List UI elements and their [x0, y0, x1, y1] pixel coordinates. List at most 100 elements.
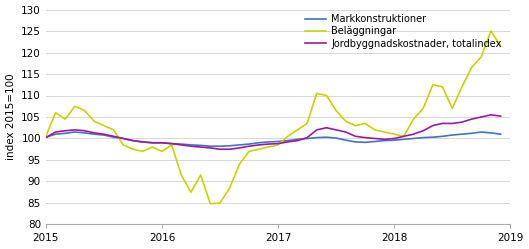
- Markkonstruktioner: [430, 136, 436, 139]
- Markkonstruktioner: [420, 136, 426, 139]
- Beläggningar: [362, 122, 368, 125]
- Beläggningar: [478, 55, 485, 58]
- Jordbyggnadskostnader, totalindex: [430, 124, 436, 127]
- Jordbyggnadskostnader, totalindex: [256, 143, 262, 146]
- Beläggningar: [440, 85, 446, 88]
- Beläggningar: [265, 146, 271, 149]
- Markkonstruktioner: [459, 133, 465, 136]
- Beläggningar: [420, 107, 426, 110]
- Jordbyggnadskostnader, totalindex: [140, 140, 146, 143]
- Jordbyggnadskostnader, totalindex: [275, 142, 281, 145]
- Beläggningar: [372, 128, 378, 131]
- Markkonstruktioner: [159, 141, 165, 144]
- Markkonstruktioner: [101, 133, 107, 136]
- Jordbyggnadskostnader, totalindex: [91, 131, 97, 134]
- Jordbyggnadskostnader, totalindex: [294, 139, 300, 142]
- Jordbyggnadskostnader, totalindex: [226, 148, 233, 151]
- Jordbyggnadskostnader, totalindex: [323, 126, 330, 129]
- Jordbyggnadskostnader, totalindex: [468, 118, 475, 121]
- Markkonstruktioner: [207, 145, 214, 148]
- Beläggningar: [411, 118, 417, 121]
- Jordbyggnadskostnader, totalindex: [197, 146, 204, 149]
- Jordbyggnadskostnader, totalindex: [130, 139, 136, 142]
- Beläggningar: [449, 107, 455, 110]
- Beläggningar: [314, 92, 320, 95]
- Jordbyggnadskostnader, totalindex: [265, 143, 271, 146]
- Beläggningar: [468, 66, 475, 69]
- Jordbyggnadskostnader, totalindex: [207, 146, 214, 149]
- Jordbyggnadskostnader, totalindex: [449, 122, 455, 125]
- Jordbyggnadskostnader, totalindex: [411, 133, 417, 136]
- Markkonstruktioner: [140, 140, 146, 143]
- Markkonstruktioner: [478, 130, 485, 133]
- Markkonstruktioner: [91, 133, 97, 136]
- Markkonstruktioner: [468, 132, 475, 135]
- Beläggningar: [304, 122, 310, 125]
- Markkonstruktioner: [449, 133, 455, 136]
- Beläggningar: [111, 128, 117, 131]
- Beläggningar: [285, 135, 291, 138]
- Beläggningar: [497, 45, 504, 48]
- Jordbyggnadskostnader, totalindex: [488, 113, 494, 116]
- Jordbyggnadskostnader, totalindex: [52, 130, 59, 133]
- Markkonstruktioner: [226, 144, 233, 147]
- Jordbyggnadskostnader, totalindex: [236, 146, 242, 149]
- Beläggningar: [207, 202, 214, 205]
- Markkonstruktioner: [265, 140, 271, 143]
- Jordbyggnadskostnader, totalindex: [333, 128, 339, 131]
- Jordbyggnadskostnader, totalindex: [62, 129, 68, 132]
- Markkonstruktioner: [333, 136, 339, 139]
- Markkonstruktioner: [275, 140, 281, 143]
- Beläggningar: [130, 148, 136, 151]
- Beläggningar: [178, 174, 185, 177]
- Markkonstruktioner: [149, 141, 156, 144]
- Beläggningar: [140, 150, 146, 153]
- Markkonstruktioner: [217, 145, 223, 148]
- Beläggningar: [459, 85, 465, 88]
- Markkonstruktioner: [197, 144, 204, 147]
- Jordbyggnadskostnader, totalindex: [81, 129, 88, 132]
- Line: Markkonstruktioner: Markkonstruktioner: [46, 132, 500, 146]
- Markkonstruktioner: [372, 140, 378, 143]
- Markkonstruktioner: [81, 131, 88, 134]
- Markkonstruktioner: [72, 130, 78, 133]
- Beläggningar: [101, 124, 107, 127]
- Beläggningar: [430, 83, 436, 86]
- Beläggningar: [62, 118, 68, 121]
- Markkonstruktioner: [256, 141, 262, 144]
- Beläggningar: [91, 120, 97, 123]
- Beläggningar: [188, 191, 194, 194]
- Jordbyggnadskostnader, totalindex: [246, 145, 252, 148]
- Markkonstruktioner: [178, 143, 185, 146]
- Jordbyggnadskostnader, totalindex: [372, 137, 378, 140]
- Beläggningar: [246, 150, 252, 153]
- Jordbyggnadskostnader, totalindex: [159, 141, 165, 144]
- Beläggningar: [400, 135, 407, 138]
- Jordbyggnadskostnader, totalindex: [381, 138, 388, 141]
- Beläggningar: [43, 135, 49, 138]
- Beläggningar: [52, 111, 59, 114]
- Jordbyggnadskostnader, totalindex: [352, 135, 359, 138]
- Jordbyggnadskostnader, totalindex: [440, 122, 446, 125]
- Beläggningar: [352, 124, 359, 127]
- Jordbyggnadskostnader, totalindex: [497, 115, 504, 118]
- Beläggningar: [275, 143, 281, 146]
- Jordbyggnadskostnader, totalindex: [400, 135, 407, 138]
- Beläggningar: [294, 128, 300, 131]
- Jordbyggnadskostnader, totalindex: [43, 136, 49, 139]
- Beläggningar: [197, 174, 204, 177]
- Markkonstruktioner: [304, 137, 310, 140]
- Beläggningar: [488, 30, 494, 33]
- Jordbyggnadskostnader, totalindex: [188, 145, 194, 148]
- Y-axis label: index 2015=100: index 2015=100: [6, 74, 15, 160]
- Beläggningar: [256, 148, 262, 151]
- Markkonstruktioner: [411, 137, 417, 140]
- Markkonstruktioner: [440, 135, 446, 138]
- Markkonstruktioner: [62, 132, 68, 135]
- Markkonstruktioner: [120, 137, 126, 140]
- Markkonstruktioner: [188, 143, 194, 146]
- Markkonstruktioner: [400, 138, 407, 141]
- Beläggningar: [381, 130, 388, 133]
- Line: Beläggningar: Beläggningar: [46, 31, 500, 204]
- Markkonstruktioner: [497, 133, 504, 136]
